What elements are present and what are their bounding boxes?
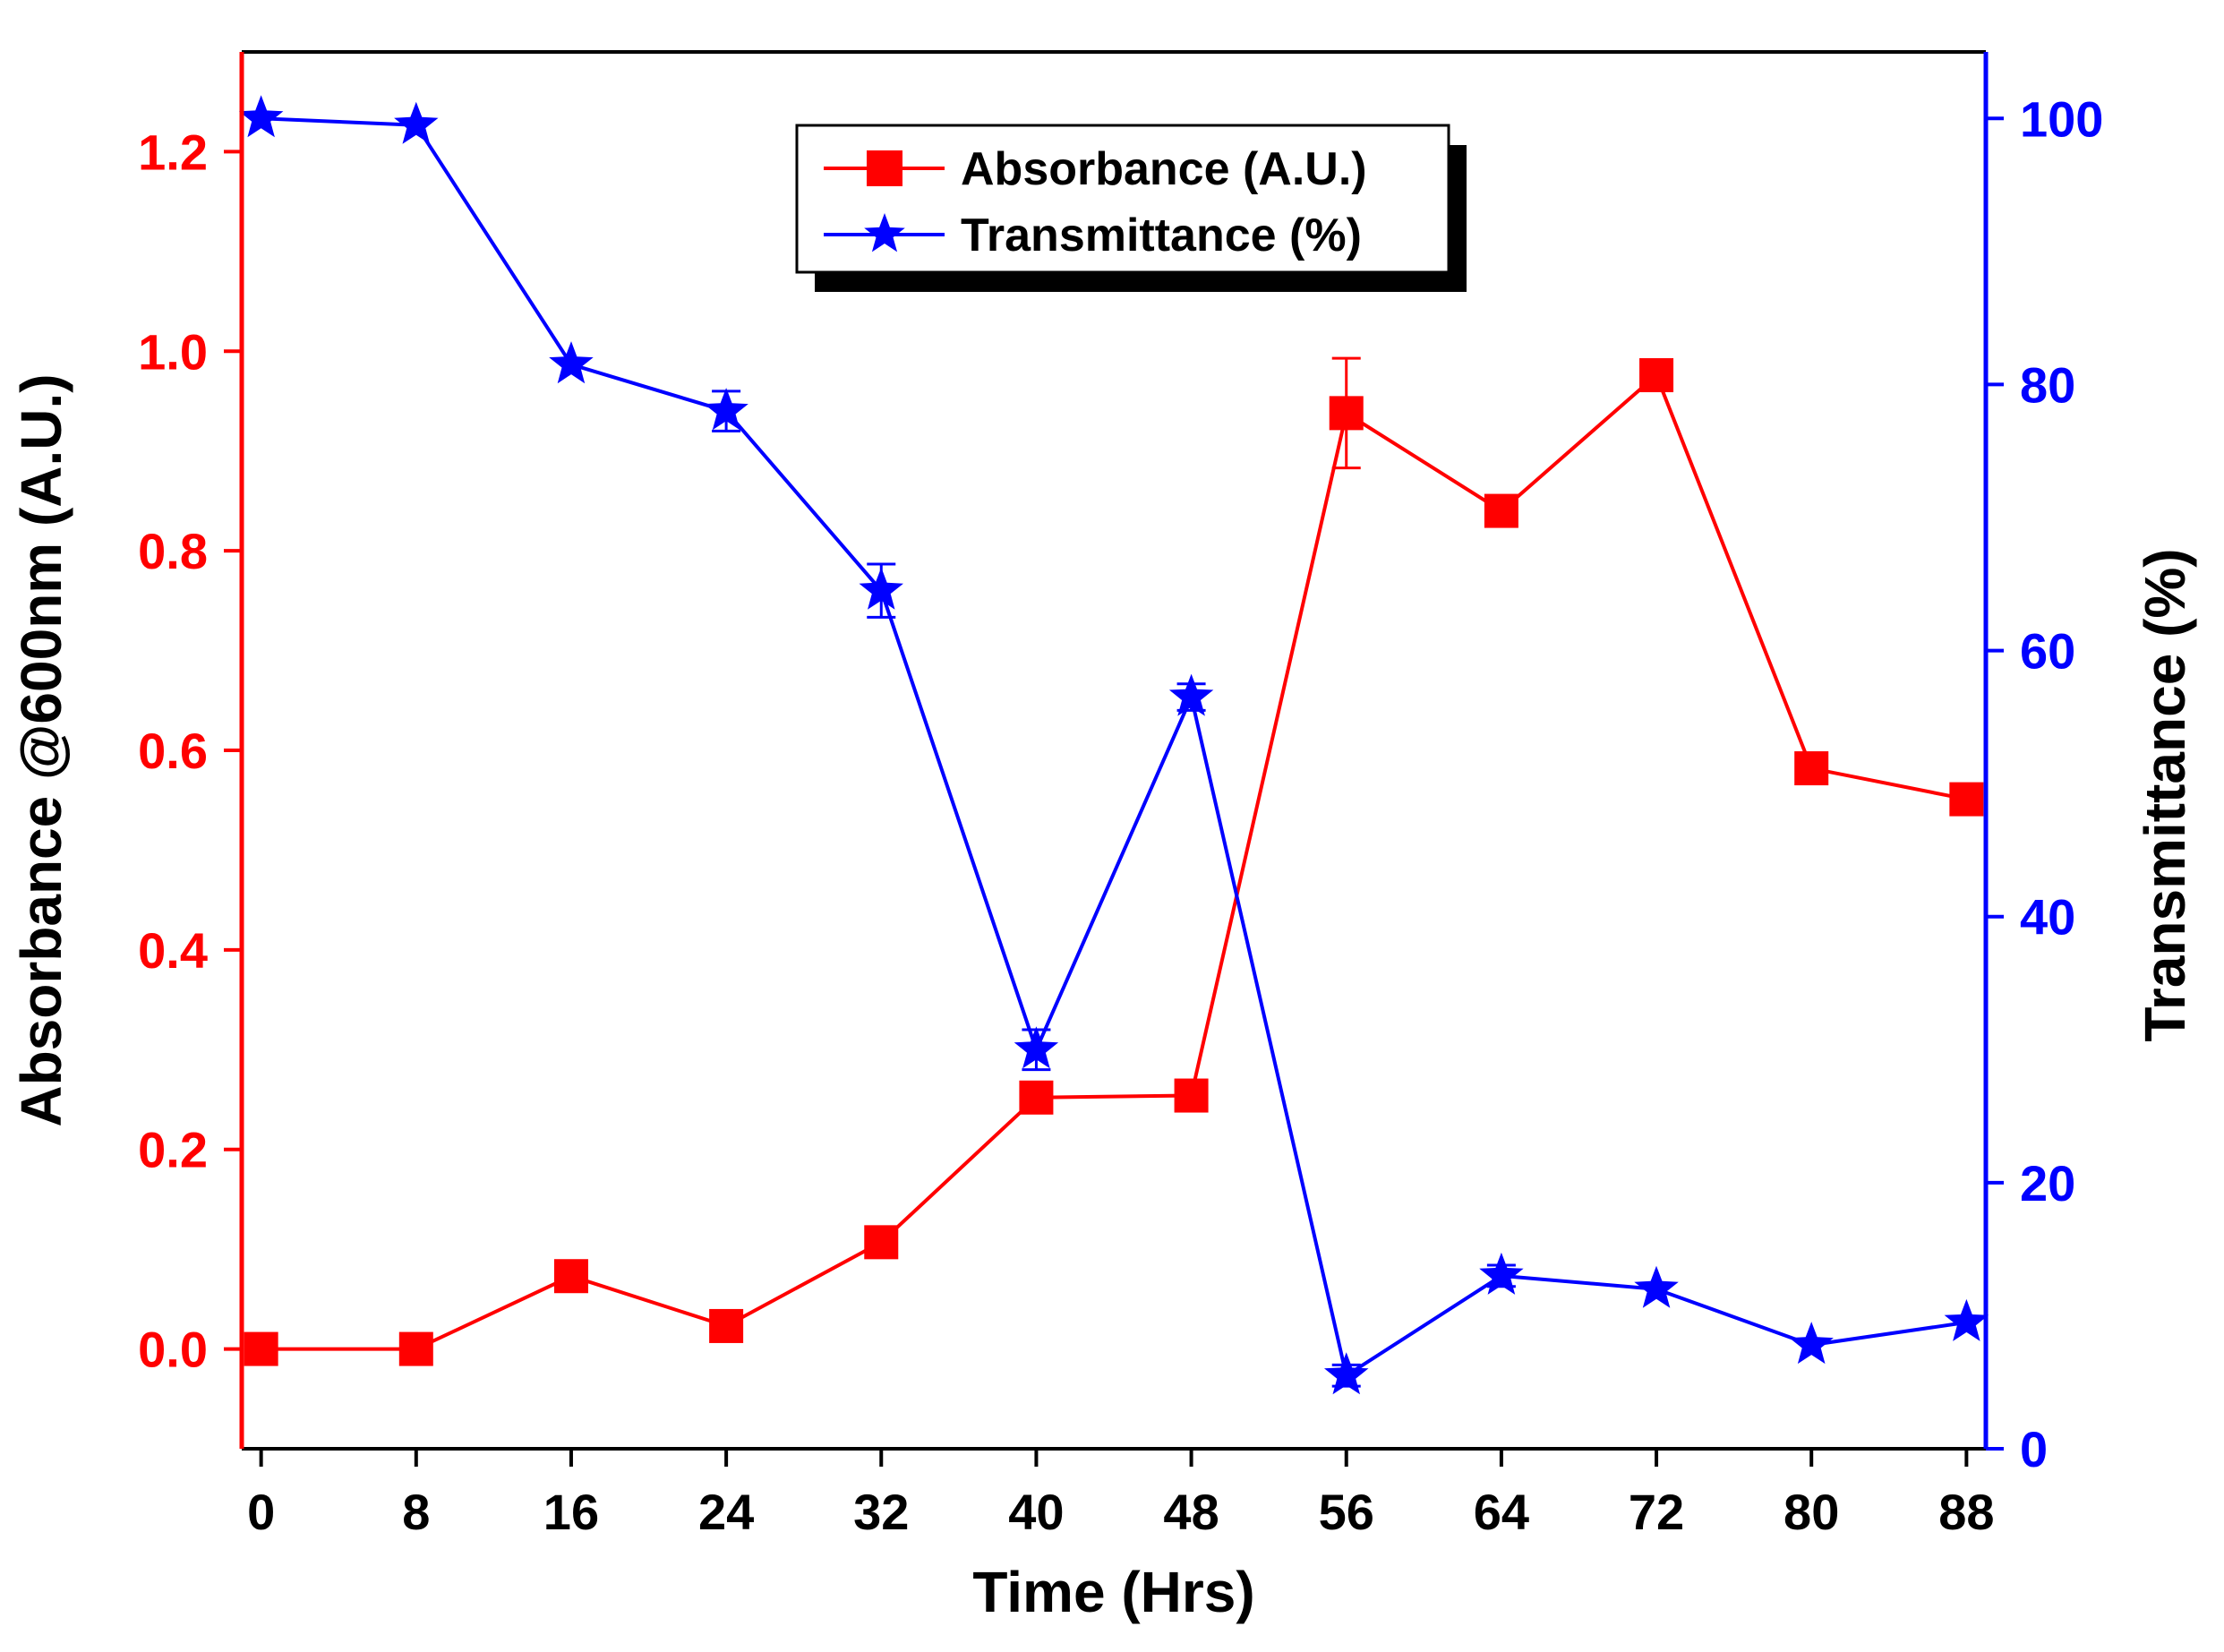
right-y-tick-label: 100: [2020, 90, 2103, 147]
data-point-square: [1639, 358, 1674, 393]
left-y-tick-label: 0.4: [138, 922, 208, 979]
data-point-square: [1949, 782, 1984, 817]
right-y-tick-label: 80: [2020, 356, 2075, 413]
left-y-tick-label: 0.2: [138, 1122, 208, 1178]
data-point-star: [1479, 1252, 1524, 1295]
x-tick-label: 24: [698, 1484, 754, 1540]
x-tick-label: 48: [1163, 1484, 1219, 1540]
right-y-tick-label: 20: [2020, 1155, 2075, 1211]
series-line: [261, 116, 1967, 1378]
x-tick-label: 8: [402, 1484, 430, 1540]
x-axis-title: Time (Hrs): [972, 1560, 1254, 1624]
x-tick-label: 32: [853, 1484, 909, 1540]
x-tick-label: 72: [1629, 1484, 1684, 1540]
data-point-star: [1789, 1322, 1834, 1365]
right-y-axis-title: Transmittance (%): [2133, 548, 2197, 1041]
series-line: [261, 373, 1967, 1351]
data-point-square: [1174, 1078, 1209, 1113]
legend: Absorbance (A.U.) Transmittance (%): [795, 124, 1467, 292]
data-point-square: [398, 1331, 433, 1366]
legend-square-icon: [867, 150, 902, 186]
x-tick-label: 16: [543, 1484, 599, 1540]
data-point-square: [864, 1225, 899, 1260]
left-y-tick-label: 0.0: [138, 1322, 208, 1378]
data-point-square: [553, 1259, 588, 1294]
right-y-tick-label: 40: [2020, 889, 2075, 946]
series-absorbance: [244, 356, 1984, 1366]
right-y-tick-label: 0: [2020, 1421, 2048, 1477]
left-y-axis-title: Absorbance @600nm (A.U.): [9, 373, 73, 1126]
x-tick-label: 40: [1008, 1484, 1064, 1540]
x-tick-label: 64: [1474, 1484, 1529, 1540]
data-point-star: [238, 95, 284, 138]
data-point-square: [1794, 751, 1829, 786]
data-point-star: [549, 341, 594, 384]
legend-label-absorbance: Absorbance (A.U.): [961, 143, 1367, 195]
legend-star-icon: [864, 213, 905, 253]
left-y-tick-label: 0.8: [138, 523, 208, 579]
data-point-square: [709, 1308, 744, 1343]
series-layer: [238, 95, 1989, 1395]
data-point-star: [1944, 1298, 1989, 1341]
data-point-star: [1168, 673, 1214, 716]
legend-label-transmittance: Transmittance (%): [961, 210, 1362, 261]
data-point-star: [704, 388, 748, 431]
data-point-star: [859, 567, 903, 610]
legend-entry-absorbance: Absorbance (A.U.): [824, 143, 1367, 195]
legend-box: [795, 124, 1450, 274]
ticks-layer: 0 8 16 24 32 40 48 56 64 72 80 88 0.0 0.2 0.4 0.6 0.8 1.0…: [138, 90, 2103, 1540]
data-point-square: [1329, 396, 1364, 431]
x-tick-label: 0: [247, 1484, 275, 1540]
left-y-tick-label: 0.6: [138, 723, 208, 779]
data-point-square: [1019, 1080, 1054, 1115]
data-point-star: [1014, 1026, 1059, 1069]
right-y-tick-label: 60: [2020, 623, 2075, 680]
data-point-star: [1324, 1352, 1369, 1395]
x-tick-label: 80: [1783, 1484, 1839, 1540]
x-tick-label: 56: [1319, 1484, 1374, 1540]
data-point-star: [1634, 1265, 1679, 1308]
series-transmittance: [238, 95, 1989, 1395]
data-point-square: [244, 1331, 278, 1366]
data-point-star: [394, 101, 439, 144]
data-point-square: [1484, 493, 1518, 528]
left-y-tick-label: 1.0: [138, 323, 208, 380]
legend-entry-transmittance: Transmittance (%): [824, 210, 1362, 261]
x-tick-label: 88: [1938, 1484, 1994, 1540]
left-y-tick-label: 1.2: [138, 124, 208, 180]
